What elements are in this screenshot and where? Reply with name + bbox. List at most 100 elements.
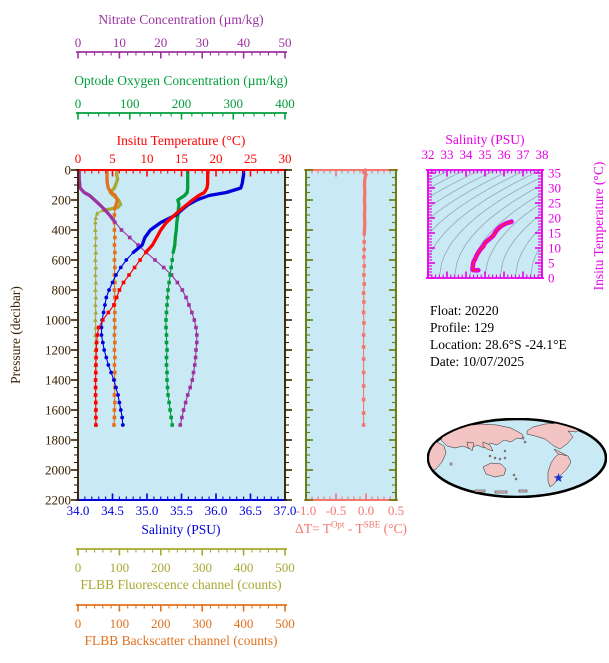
tick-label: 35 (479, 147, 492, 162)
island-madagascar (449, 462, 453, 466)
tick-label: 1400 (45, 373, 71, 388)
tick-label: 37 (517, 147, 531, 162)
delta-t-label-part: (°C) (380, 521, 407, 536)
tick-label: 20 (154, 35, 167, 50)
tick-label: 1800 (45, 433, 71, 448)
island (503, 456, 507, 460)
tick-label: 500 (275, 560, 295, 575)
delta-t-label-part: - T (344, 521, 364, 536)
continent-north-america (526, 422, 582, 450)
main-profiles (78, 169, 246, 427)
island (493, 456, 497, 460)
tick-label: 25 (548, 196, 561, 211)
axis-title-fluorescence: FLBB Fluorescence channel (counts) (80, 577, 282, 592)
tick-label: 0 (75, 96, 82, 111)
axis-title-pressure: Pressure (decibar) (8, 286, 23, 384)
axis-title-oxygen: Optode Oxygen Concentration (µm/kg) (74, 73, 288, 88)
tick-label: 33 (441, 147, 454, 162)
tick-label: 600 (52, 253, 72, 268)
delta-t-plot-area (306, 170, 396, 500)
fluorescence-axis: 0 100 200 300 400 500 (75, 548, 295, 575)
tick-label: 100 (110, 616, 130, 631)
float-id-line: Float: 20220 (430, 303, 499, 318)
axis-title-ts-salinity: Salinity (PSU) (445, 132, 525, 147)
ts-axis-top: 32 33 34 35 36 37 38 (422, 147, 549, 177)
island-japan (521, 436, 525, 440)
series-backscatter (105, 169, 119, 427)
tick-label: 50 (279, 35, 292, 50)
tick-label: 5 (109, 151, 116, 166)
backscatter-axis: 0 100 200 300 400 500 (75, 604, 295, 631)
date-line: Date: 10/07/2025 (430, 354, 525, 369)
ts-axis-left (427, 169, 435, 279)
tick-label: 0 (75, 560, 82, 575)
tick-label: 0 (75, 35, 82, 50)
tick-label: 0 (548, 271, 555, 286)
tick-label: 300 (192, 560, 212, 575)
tick-label: -1.0 (296, 503, 317, 518)
tick-label: 0 (75, 616, 82, 631)
float-info-block: Float: 20220 Profile: 129 Location: 28.6… (430, 302, 567, 370)
profile-line: Profile: 129 (430, 320, 495, 335)
tick-label: 100 (120, 96, 140, 111)
ts-curve (470, 219, 514, 273)
tick-label: 5 (548, 256, 555, 271)
tick-label: 20 (210, 151, 223, 166)
tick-label: 500 (275, 616, 295, 631)
tick-label: 400 (234, 560, 254, 575)
delta-t-sup-opt: Opt (330, 519, 345, 530)
tick-label: 1000 (45, 313, 71, 328)
tick-label: 30 (196, 35, 209, 50)
tick-label: 800 (52, 283, 72, 298)
map-continents (429, 421, 595, 494)
pressure-axis-right (284, 169, 292, 501)
tick-label: 20 (548, 211, 561, 226)
tick-label: 1600 (45, 403, 71, 418)
region-antarctica (518, 489, 528, 493)
series-delta-t (361, 168, 368, 427)
ts-density-contours (428, 170, 542, 277)
tick-label: 36.5 (239, 503, 262, 518)
ts-plot-area (428, 170, 542, 278)
tick-label: 10 (113, 35, 126, 50)
region-antarctica (494, 490, 508, 494)
region-greenland (581, 421, 595, 432)
tick-label: 10 (141, 151, 154, 166)
series-oxygen (164, 169, 190, 427)
tick-label: 1200 (45, 343, 71, 358)
axis-title-nitrate: Nitrate Concentration (µm/kg) (98, 12, 264, 27)
tick-label: 2200 (45, 493, 71, 508)
axis-title-temperature: Insitu Temperature (°C) (116, 133, 246, 148)
continent-south-america (547, 453, 572, 488)
nitrate-axis: 0 10 20 30 40 50 (75, 35, 292, 59)
tick-label: 200 (151, 560, 171, 575)
island (498, 457, 502, 461)
location-line: Location: 28.6°S -24.1°E (430, 337, 567, 352)
tick-label: -0.5 (326, 503, 347, 518)
island-new-zealand (514, 477, 518, 481)
delta-t-side-left (305, 169, 313, 501)
tick-label: 0 (65, 163, 72, 178)
tick-label: 2000 (45, 463, 71, 478)
tick-label: 34.0 (67, 503, 90, 518)
tick-label: 400 (234, 616, 254, 631)
island-new-zealand (512, 473, 516, 477)
axis-title-salinity: Salinity (PSU) (141, 522, 221, 537)
tick-label: 200 (151, 616, 171, 631)
delta-t-side-right (389, 169, 397, 501)
tick-label: 0.5 (388, 503, 404, 518)
region-india (466, 441, 475, 452)
tick-label: 15 (175, 151, 188, 166)
tick-label: 35 (548, 166, 561, 181)
tick-label: 36.0 (205, 503, 228, 518)
tick-label: 32 (422, 147, 435, 162)
tick-label: 34.5 (101, 503, 124, 518)
island (488, 454, 492, 458)
delta-t-label-part: ΔT= T (295, 521, 331, 536)
series-salinity (99, 169, 246, 427)
tick-label: 10 (548, 241, 561, 256)
island-japan (523, 440, 527, 444)
